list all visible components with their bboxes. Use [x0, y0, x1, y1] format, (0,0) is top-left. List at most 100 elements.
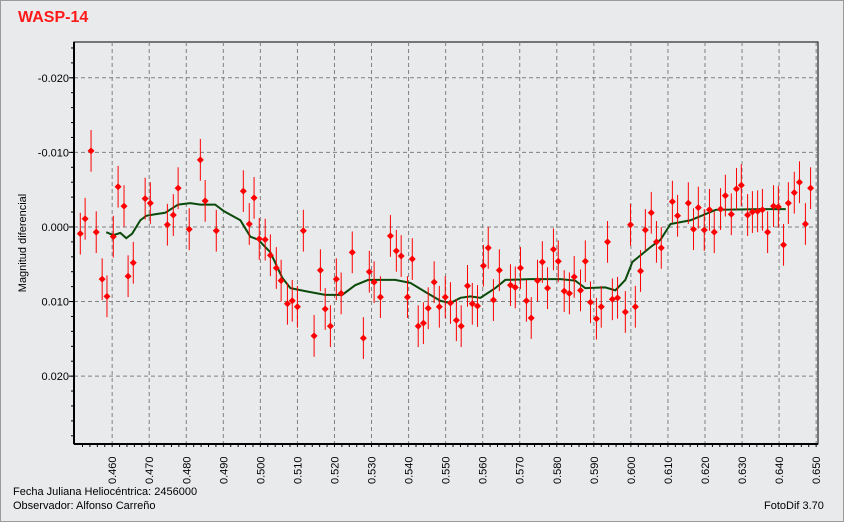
data-points-group: [76, 130, 815, 359]
x-tick-label: 0.580: [552, 456, 564, 484]
y-tick-label: -0.020: [38, 73, 69, 85]
data-point: [732, 185, 740, 193]
data-point: [201, 197, 209, 205]
data-point: [326, 322, 334, 330]
axis-ticks: 0.460 0.470 0.480 0.490 0.500 0.510 0.520 0.530…: [38, 42, 823, 484]
data-point: [544, 284, 552, 292]
y-tick-label: 0.020: [41, 371, 69, 383]
data-point: [727, 210, 735, 218]
data-point: [419, 319, 427, 327]
data-point: [587, 298, 595, 306]
data-point: [479, 262, 487, 270]
x-tick-label: 0.640: [774, 456, 786, 484]
data-point: [146, 199, 154, 207]
data-point: [114, 183, 122, 191]
data-point: [641, 226, 649, 234]
data-point: [721, 192, 729, 200]
data-point: [272, 264, 280, 272]
data-point: [359, 334, 367, 342]
data-point: [414, 322, 422, 330]
data-point: [321, 305, 329, 313]
plot-area: [73, 41, 819, 445]
data-point: [657, 244, 665, 252]
data-point: [212, 227, 220, 235]
y-axis-label: Magnitud diferencial: [17, 194, 29, 292]
data-point: [397, 252, 405, 260]
x-tick-label: 0.630: [737, 456, 749, 484]
jd-label: Fecha Juliana Heliocéntrica: 2456000: [13, 486, 198, 498]
data-point: [98, 275, 106, 283]
data-point: [538, 258, 546, 266]
data-point: [700, 226, 708, 234]
y-tick-label: -0.010: [38, 147, 69, 159]
data-point: [621, 308, 629, 316]
x-tick-label: 0.650: [811, 456, 823, 484]
data-point: [495, 266, 503, 274]
data-point: [484, 244, 492, 252]
data-point: [717, 205, 725, 213]
x-tick-label: 0.510: [292, 456, 304, 484]
data-point: [261, 236, 269, 244]
data-point: [446, 299, 454, 307]
data-point: [570, 273, 578, 281]
x-tick-label: 0.620: [700, 456, 712, 484]
data-point: [705, 206, 713, 214]
data-point: [774, 203, 782, 211]
data-point: [87, 147, 95, 155]
data-point: [522, 297, 530, 305]
data-point: [430, 278, 438, 286]
data-point: [565, 289, 573, 297]
data-point: [266, 251, 274, 259]
data-point: [795, 178, 803, 186]
software-version: FotoDif 3.70: [764, 500, 824, 512]
data-point: [376, 293, 384, 301]
data-point: [534, 277, 542, 285]
data-point: [790, 189, 798, 197]
y-tick-label: 0.010: [41, 297, 69, 309]
data-point: [674, 212, 682, 220]
x-tick-label: 0.500: [255, 456, 267, 484]
data-point: [560, 287, 568, 295]
data-point: [457, 322, 465, 330]
data-point: [76, 230, 84, 238]
data-point: [527, 314, 535, 322]
data-point: [92, 228, 100, 236]
data-point: [141, 195, 149, 203]
data-point: [365, 268, 373, 276]
x-tick-label: 0.530: [367, 456, 379, 484]
data-point: [452, 316, 460, 324]
data-point: [668, 198, 676, 206]
data-point: [684, 199, 692, 207]
data-point: [614, 294, 622, 302]
data-point: [647, 209, 655, 217]
data-point: [408, 255, 416, 263]
grid: [73, 41, 819, 445]
data-point: [597, 303, 605, 311]
x-tick-label: 0.480: [181, 456, 193, 484]
data-point: [463, 282, 471, 290]
data-point: [103, 292, 111, 300]
data-point: [299, 227, 307, 235]
data-point: [196, 156, 204, 164]
data-point: [277, 277, 285, 285]
data-point: [489, 296, 497, 304]
data-point: [169, 211, 177, 219]
data-point: [424, 304, 432, 312]
data-point: [245, 220, 253, 228]
chart-title: WASP-14: [18, 9, 89, 26]
data-point: [576, 286, 584, 294]
data-point: [348, 248, 356, 256]
data-point: [770, 202, 778, 210]
x-tick-label: 0.590: [589, 456, 601, 484]
data-point: [129, 259, 137, 267]
data-point: [332, 275, 340, 283]
x-tick-label: 0.610: [663, 456, 675, 484]
data-point: [255, 235, 263, 243]
data-point: [764, 228, 772, 236]
data-point: [748, 208, 756, 216]
data-point: [337, 289, 345, 297]
data-point: [163, 221, 171, 229]
data-point: [581, 257, 589, 265]
data-point: [124, 272, 132, 280]
x-tick-label: 0.460: [107, 456, 119, 484]
